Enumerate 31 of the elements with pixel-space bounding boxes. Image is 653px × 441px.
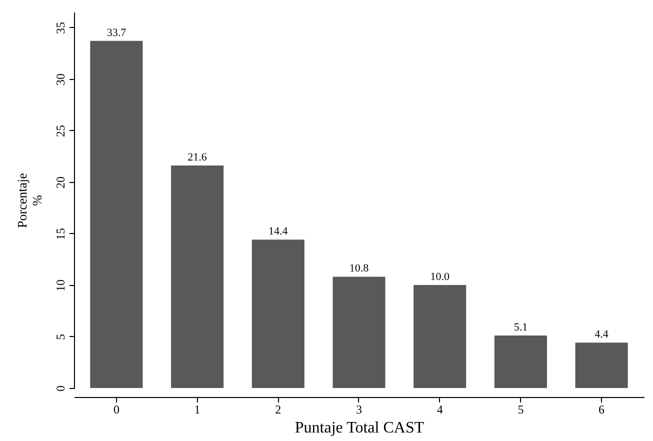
y-tick-label: 10 <box>54 279 68 292</box>
bar <box>332 276 386 388</box>
y-tick-label: 15 <box>54 228 68 240</box>
y-tick-label: 35 <box>54 22 68 34</box>
data-label: 5.1 <box>514 321 528 334</box>
y-tick-label: 0 <box>54 386 68 392</box>
y-axis-title: Porcentaje % <box>14 172 44 228</box>
bar <box>90 40 143 388</box>
data-label: 14.4 <box>268 226 288 238</box>
y-tick-label: 25 <box>54 124 68 137</box>
y-tick-label: 30 <box>54 73 68 86</box>
data-label: 21.6 <box>188 151 208 164</box>
x-axis-title: Puntaje Total CAST <box>294 420 424 436</box>
bar <box>575 342 628 388</box>
y-tick-label: 20 <box>54 176 68 188</box>
x-tick-label: 0 <box>113 402 120 416</box>
x-tick-label: 6 <box>598 402 605 416</box>
bar <box>252 240 304 388</box>
x-tick-label: 1 <box>194 402 200 416</box>
bar <box>494 335 547 388</box>
data-label: 4.4 <box>594 328 609 341</box>
y-tick-label: 5 <box>54 334 68 340</box>
data-label: 33.7 <box>106 26 127 39</box>
x-tick-label: 3 <box>356 402 362 416</box>
bar <box>171 165 224 388</box>
data-label: 10.0 <box>430 270 450 283</box>
x-tick-label: 4 <box>436 402 443 416</box>
data-label: 10.8 <box>349 262 370 275</box>
bar <box>414 284 466 388</box>
x-tick-label: 2 <box>275 402 282 416</box>
x-tick-label: 5 <box>518 402 524 416</box>
